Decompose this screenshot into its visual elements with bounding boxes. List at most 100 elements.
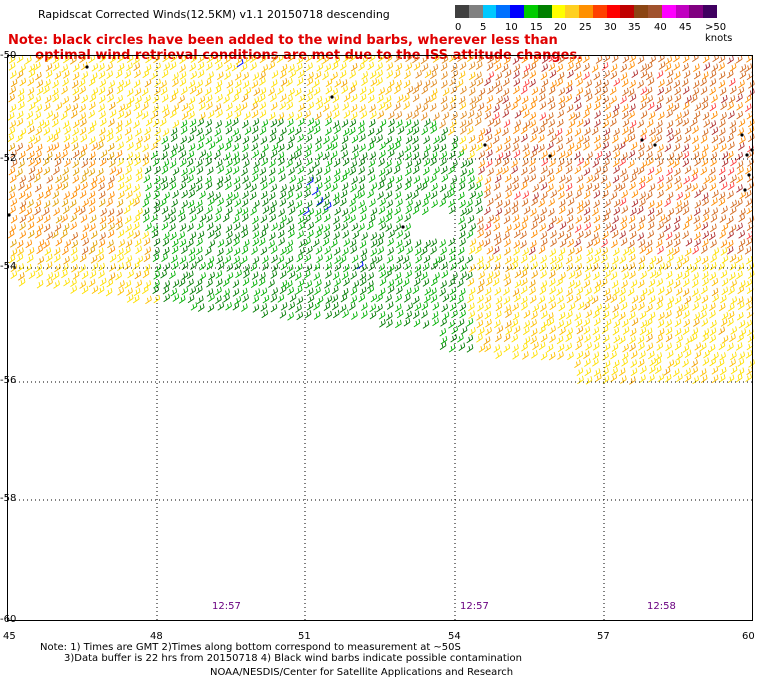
wind-barb	[188, 247, 196, 256]
wind-barb	[619, 157, 626, 167]
wind-barb	[727, 303, 735, 312]
wind-barb	[379, 319, 386, 328]
wind-barb	[349, 166, 357, 176]
wind-barb	[98, 86, 106, 95]
wind-barb	[736, 93, 743, 103]
wind-barb	[538, 86, 546, 95]
wind-barb	[369, 104, 376, 113]
wind-barb	[61, 174, 69, 183]
wind-barb	[268, 192, 276, 201]
wind-barb	[19, 128, 27, 137]
wind-barb	[350, 183, 357, 193]
wind-barb	[505, 190, 512, 199]
wind-barb	[639, 350, 646, 360]
wind-barb	[178, 295, 186, 304]
wind-barb	[682, 302, 689, 312]
wind-barb	[268, 240, 275, 249]
wind-barb	[116, 198, 124, 208]
wind-barb	[97, 253, 105, 263]
wind-barb	[190, 261, 197, 270]
wind-barb	[702, 207, 710, 216]
wind-barb	[16, 142, 24, 152]
wind-barb	[271, 142, 279, 152]
wind-barb	[170, 287, 178, 297]
wind-barb	[433, 112, 440, 121]
wind-barb	[350, 271, 357, 280]
wind-barb	[277, 143, 285, 153]
wind-barb	[141, 87, 149, 97]
wind-barb	[42, 119, 50, 129]
wind-barb	[333, 247, 341, 256]
wind-barb	[70, 221, 77, 231]
wind-barb	[721, 205, 728, 215]
wind-barb	[55, 102, 63, 111]
wind-barb	[142, 214, 150, 223]
wind-barb	[217, 165, 225, 174]
wind-barb	[665, 287, 673, 296]
wind-barb	[78, 206, 86, 215]
wind-barb	[151, 224, 159, 233]
wind-barb	[736, 311, 744, 321]
wind-barb	[567, 142, 575, 151]
wind-barb	[550, 238, 557, 247]
wind-barb	[458, 176, 466, 185]
wind-barb	[323, 287, 330, 297]
wind-barb	[592, 159, 600, 168]
wind-barb	[612, 359, 620, 369]
wind-barb	[630, 173, 637, 183]
wind-barb	[150, 213, 158, 223]
wind-barb	[504, 320, 512, 329]
wind-barb	[682, 278, 690, 287]
wind-barb	[566, 207, 574, 216]
wind-barb	[226, 102, 233, 112]
wind-barb	[610, 350, 617, 360]
wind-barb	[702, 328, 710, 337]
wind-barb	[331, 134, 339, 143]
wind-barb	[673, 79, 681, 89]
wind-barb	[601, 247, 609, 256]
wind-barb	[181, 102, 189, 112]
wind-barb	[694, 255, 702, 265]
wind-barb	[610, 70, 618, 80]
wind-barb	[450, 262, 457, 271]
wind-barb	[358, 166, 365, 175]
wind-barb	[341, 222, 348, 231]
wind-barb	[682, 230, 689, 240]
wind-barb	[387, 247, 394, 256]
wind-barb	[699, 342, 707, 352]
wind-barb	[494, 158, 502, 167]
wind-barb	[268, 87, 275, 96]
wind-barb	[133, 56, 140, 65]
wind-barb	[153, 271, 161, 280]
wind-barb	[558, 205, 566, 215]
wind-barb	[190, 302, 198, 311]
wind-barb	[270, 303, 278, 313]
wind-barb	[459, 61, 467, 71]
wind-barb	[729, 261, 737, 271]
wind-barb	[744, 103, 752, 112]
wind-barb	[323, 135, 330, 145]
legend-swatch	[661, 5, 677, 18]
wind-barb	[332, 216, 340, 225]
wind-barb	[746, 230, 754, 240]
wind-barb	[595, 150, 603, 160]
wind-barb	[341, 85, 349, 94]
wind-barb	[514, 94, 521, 104]
wind-barb	[739, 135, 746, 145]
wind-barb	[280, 127, 287, 136]
wind-barb	[415, 80, 423, 89]
wind-barb	[214, 213, 222, 223]
wind-barb	[60, 111, 68, 121]
wind-barb	[513, 78, 521, 87]
wind-barb	[717, 358, 725, 368]
wind-barb	[314, 214, 322, 224]
wind-barb	[737, 367, 745, 376]
contamination-dot	[640, 138, 644, 142]
wind-barb	[512, 143, 519, 152]
wind-barb	[604, 270, 611, 279]
wind-barb	[108, 80, 116, 89]
wind-barb	[242, 190, 249, 200]
wind-barb	[385, 55, 393, 63]
wind-barb	[631, 295, 639, 304]
wind-barb	[46, 278, 53, 287]
